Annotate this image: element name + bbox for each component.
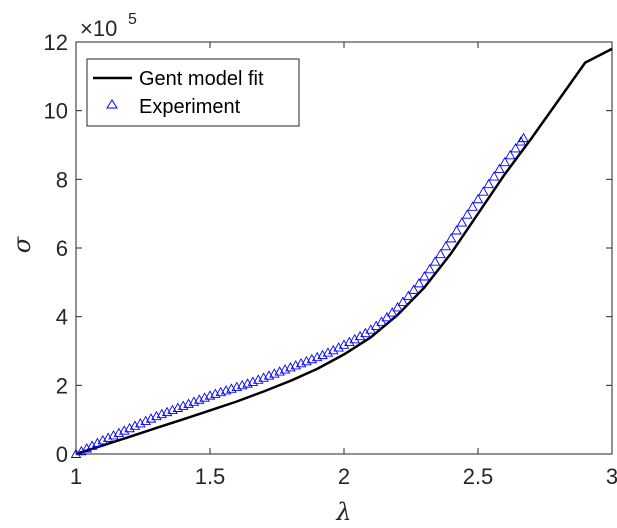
experiment-point [515, 136, 527, 146]
x-tick-label: 2 [338, 464, 350, 489]
legend-label-experiment: Experiment [139, 96, 241, 118]
x-tick-label: 1.5 [195, 464, 226, 489]
y-tick-label: 4 [56, 305, 68, 330]
legend-label-gent: Gent model fit [139, 68, 264, 90]
experiment-point [333, 342, 344, 352]
experiment-point [467, 201, 478, 211]
experiment-point [451, 225, 462, 235]
experiment-point [504, 149, 516, 160]
experiment-point [344, 336, 355, 347]
experiment-point [435, 248, 446, 259]
y-tick-label: 12 [44, 30, 68, 55]
experiment-point [424, 263, 436, 274]
experiment-point [499, 156, 511, 167]
x-tick-label: 3 [606, 464, 617, 489]
legend-box [86, 58, 300, 127]
legend: Gent model fit Experiment [86, 58, 300, 127]
x-axis-label: λ [335, 498, 351, 526]
experiment-point [456, 217, 468, 227]
experiment-point [440, 240, 452, 251]
y-tick-label: 10 [44, 99, 68, 124]
experiment-point [338, 339, 350, 349]
experiment-point [478, 186, 489, 196]
experiment-point [445, 232, 457, 243]
experiment-point [472, 193, 484, 204]
legend-triangle-marker [106, 99, 118, 109]
experiment-point [397, 296, 409, 306]
experiment-point [483, 178, 494, 189]
experiment-point [328, 344, 339, 355]
y-tick-label: 8 [56, 167, 68, 192]
experiment-point [488, 171, 500, 181]
experiment-point [429, 256, 441, 266]
gent-fit-line [75, 47, 613, 456]
experiment-point [354, 330, 366, 341]
experiment-point [413, 277, 425, 288]
experiment-point [392, 301, 403, 312]
x-tick-label: 1 [70, 464, 82, 489]
tick-layer: 1 1.5 2 2.5 3 0 2 4 6 8 10 12 [44, 30, 617, 489]
series-layer [70, 47, 613, 458]
experiment-point [376, 316, 387, 326]
experiment-point [510, 143, 521, 153]
experiment-point [408, 284, 419, 294]
experiment-point [81, 443, 92, 453]
y-exponent-label: ×10 5 [80, 11, 137, 41]
experiment-point [86, 440, 98, 450]
y-axis-label: σ [8, 236, 36, 253]
experiment-point [403, 290, 414, 301]
y-exponent-base: ×10 [80, 16, 117, 41]
y-tick-label: 0 [56, 442, 68, 467]
experiment-point [76, 445, 87, 456]
experiment-point [518, 132, 529, 143]
experiment-point [360, 327, 371, 338]
x-tick-label: 2.5 [463, 464, 494, 489]
experiment-point [92, 437, 103, 447]
experiment-point [419, 271, 430, 281]
y-tick-label: 2 [56, 373, 68, 398]
experiment-point [381, 311, 393, 322]
experiment-point [462, 209, 473, 219]
experiment-point [386, 307, 398, 317]
experiment-point [494, 163, 505, 173]
y-exponent-power: 5 [128, 11, 137, 28]
experiment-point [349, 333, 360, 344]
y-tick-label: 6 [56, 236, 68, 261]
